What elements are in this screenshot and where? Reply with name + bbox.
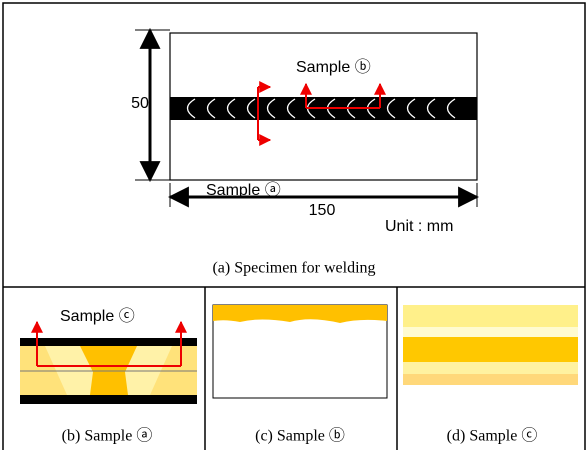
width-label: 150 — [309, 202, 336, 219]
sample-c-label: Sample ⓒ — [60, 307, 135, 325]
sample-a-label: Sample ⓐ — [206, 181, 281, 199]
weld-surface — [213, 305, 387, 323]
caption: (a) Specimen for welding — [212, 260, 375, 277]
unit-label: Unit : mm — [385, 218, 453, 235]
cut-marker — [257, 81, 386, 146]
layer — [403, 337, 578, 362]
sample-b-label: Sample ⓑ — [296, 58, 371, 76]
layer — [403, 362, 578, 374]
layer — [403, 305, 578, 327]
height-label: 50 — [131, 95, 149, 112]
layer — [403, 374, 578, 385]
cut-marker — [31, 320, 187, 367]
caption: (c) Sample ⓑ — [255, 427, 345, 445]
caption: (b) Sample ⓐ — [62, 427, 153, 445]
layer — [403, 327, 578, 337]
caption: (d) Sample ⓒ — [447, 427, 538, 445]
